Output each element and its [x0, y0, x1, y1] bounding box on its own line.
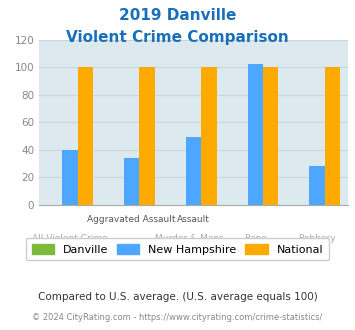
Bar [201, 67, 217, 205]
Bar [140, 67, 155, 205]
Bar [263, 67, 278, 205]
Bar [78, 67, 93, 205]
Bar [124, 158, 140, 205]
Text: Murder & Mans...: Murder & Mans... [155, 234, 232, 243]
Text: Aggravated Assault: Aggravated Assault [87, 214, 176, 223]
Text: 2019 Danville: 2019 Danville [119, 8, 236, 23]
Bar [325, 67, 340, 205]
Bar [309, 166, 325, 205]
Text: © 2024 CityRating.com - https://www.cityrating.com/crime-statistics/: © 2024 CityRating.com - https://www.city… [32, 313, 323, 322]
Text: All Violent Crime: All Violent Crime [32, 234, 108, 243]
Text: Rape: Rape [244, 234, 267, 243]
Text: Robbery: Robbery [298, 234, 336, 243]
Text: Violent Crime Comparison: Violent Crime Comparison [66, 30, 289, 45]
Text: Assault: Assault [177, 214, 210, 223]
Text: Compared to U.S. average. (U.S. average equals 100): Compared to U.S. average. (U.S. average … [38, 292, 317, 302]
Legend: Danville, New Hampshire, National: Danville, New Hampshire, National [26, 238, 329, 260]
Bar [62, 149, 78, 205]
Bar [247, 64, 263, 205]
Bar [186, 137, 201, 205]
